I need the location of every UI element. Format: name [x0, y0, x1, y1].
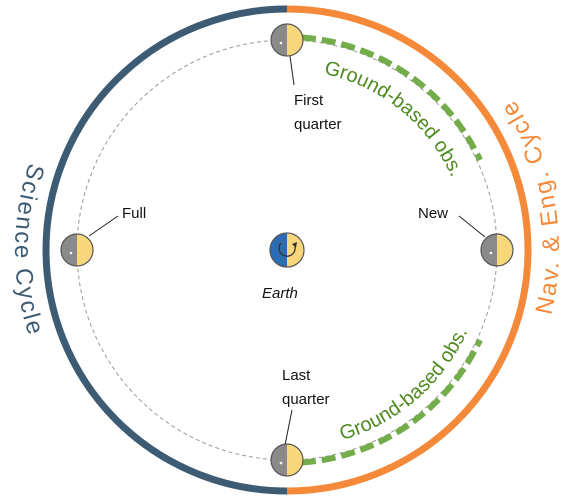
label-line: quarter — [294, 116, 342, 133]
full-label: Full — [122, 205, 146, 222]
moon-lit — [287, 444, 303, 476]
leader — [285, 410, 292, 445]
first-quarter-label: First quarter — [294, 92, 342, 133]
moon-dot — [490, 252, 493, 255]
bodies — [61, 24, 513, 476]
moon-dark — [271, 444, 287, 476]
label-line: Last — [282, 367, 311, 384]
label-line: First — [294, 92, 324, 109]
leader — [459, 216, 485, 237]
leader — [89, 216, 118, 236]
moon-lit — [497, 234, 513, 266]
nav-cycle-label: Nav. & Eng. Cycle — [495, 95, 565, 317]
moon-lit — [77, 234, 93, 266]
moon-dark — [481, 234, 497, 266]
moon-dot — [280, 42, 283, 45]
ground-label: Ground-based obs. — [322, 57, 467, 180]
moon-dot — [70, 252, 73, 255]
moon-dot — [280, 462, 283, 465]
last-quarter-label: Last quarter — [282, 367, 330, 408]
new-label: New — [418, 205, 448, 222]
leader — [290, 56, 294, 85]
label-line: quarter — [282, 391, 330, 408]
earth-label: Earth — [262, 285, 298, 302]
ground-text: Ground-based obs. — [322, 57, 467, 180]
diagram: Science Cycle Nav. & Eng. Cycle Ground-b… — [0, 0, 571, 498]
moon-lit — [287, 24, 303, 56]
nav-cycle-text: Nav. & Eng. Cycle — [495, 95, 565, 317]
earth-dark — [270, 233, 287, 267]
moon-dark — [61, 234, 77, 266]
moon-dark — [271, 24, 287, 56]
